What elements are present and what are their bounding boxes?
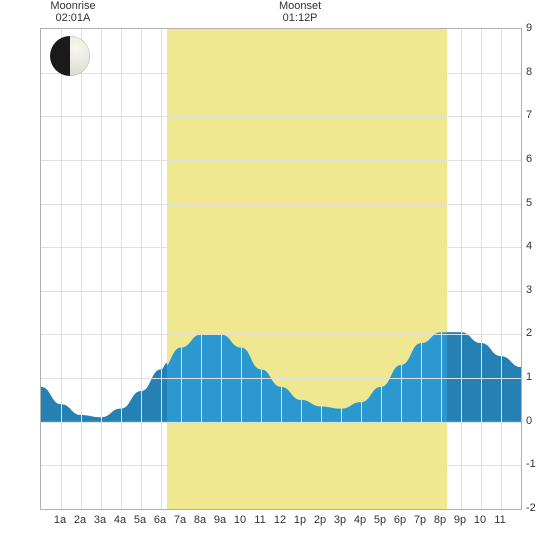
grid-v: [161, 29, 162, 509]
grid-v: [81, 29, 82, 509]
x-tick: 6p: [394, 514, 406, 526]
y-tick: 7: [526, 109, 532, 121]
x-tick: 2a: [74, 514, 86, 526]
grid-v: [321, 29, 322, 509]
x-tick: 6a: [154, 514, 166, 526]
moon-phase-icon: [50, 36, 90, 76]
grid-v: [481, 29, 482, 509]
grid-h: [41, 378, 521, 379]
y-tick: 1: [526, 371, 532, 383]
x-tick: 8a: [194, 514, 206, 526]
x-tick: 4a: [114, 514, 126, 526]
y-tick: 3: [526, 284, 532, 296]
x-tick: 8p: [434, 514, 446, 526]
grid-h: [41, 422, 521, 423]
grid-v: [221, 29, 222, 509]
moonrise-title: Moonrise: [50, 0, 95, 12]
x-tick: 4p: [354, 514, 366, 526]
grid-v: [101, 29, 102, 509]
grid-v: [461, 29, 462, 509]
x-tick: 7a: [174, 514, 186, 526]
grid-v: [241, 29, 242, 509]
grid-v: [141, 29, 142, 509]
grid-v: [281, 29, 282, 509]
y-tick: 4: [526, 240, 532, 252]
grid-v: [421, 29, 422, 509]
grid-h: [41, 116, 521, 117]
moonset-title: Moonset: [279, 0, 321, 12]
moonrise-label: Moonrise 02:01A: [50, 0, 95, 24]
x-tick: 11: [254, 514, 265, 526]
grid-v: [301, 29, 302, 509]
y-tick: -2: [526, 502, 536, 514]
x-tick: 7p: [414, 514, 426, 526]
x-tick: 3a: [94, 514, 106, 526]
grid-v: [401, 29, 402, 509]
grid-h: [41, 334, 521, 335]
grid-v: [201, 29, 202, 509]
moonset-label: Moonset 01:12P: [279, 0, 321, 24]
x-tick: 5p: [374, 514, 386, 526]
grid-v: [61, 29, 62, 509]
y-tick: 5: [526, 197, 532, 209]
x-tick: 5a: [134, 514, 146, 526]
grid-v: [361, 29, 362, 509]
y-tick: 0: [526, 415, 532, 427]
top-labels: Moonrise 02:01A Moonset 01:12P: [0, 0, 550, 28]
y-tick: -1: [526, 458, 536, 470]
grid-v: [381, 29, 382, 509]
moonset-time: 01:12P: [279, 12, 321, 24]
x-tick: 11: [494, 514, 505, 526]
grid-h: [41, 160, 521, 161]
grid-v: [441, 29, 442, 509]
grid-h: [41, 465, 521, 466]
x-tick: 1p: [294, 514, 306, 526]
y-tick: 9: [526, 22, 532, 34]
x-tick: 1a: [54, 514, 66, 526]
grid-v: [341, 29, 342, 509]
grid-h: [41, 291, 521, 292]
x-tick: 2p: [314, 514, 326, 526]
x-tick: 12: [274, 514, 286, 526]
grid-h: [41, 204, 521, 205]
grid-v: [181, 29, 182, 509]
x-tick: 10: [234, 514, 246, 526]
x-tick: 10: [474, 514, 486, 526]
y-tick: 6: [526, 153, 532, 165]
moonrise-time: 02:01A: [50, 12, 95, 24]
x-tick: 9a: [214, 514, 226, 526]
grid-h: [41, 247, 521, 248]
grid-v: [501, 29, 502, 509]
grid-v: [261, 29, 262, 509]
tide-chart: Moonrise 02:01A Moonset 01:12P -2-101234…: [0, 0, 550, 550]
x-tick: 3p: [334, 514, 346, 526]
grid-v: [121, 29, 122, 509]
plot-area: [40, 28, 522, 510]
y-tick: 2: [526, 327, 532, 339]
grid-h: [41, 73, 521, 74]
x-tick: 9p: [454, 514, 466, 526]
y-tick: 8: [526, 66, 532, 78]
